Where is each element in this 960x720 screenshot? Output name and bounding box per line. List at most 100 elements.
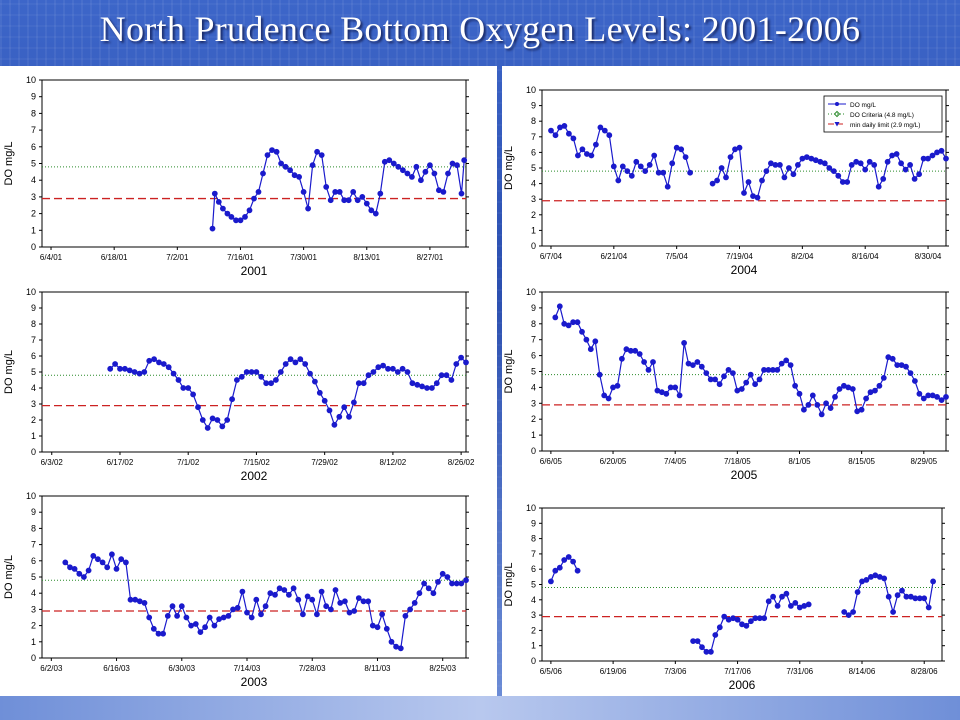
do-data-point [759,177,765,184]
x-tick-label: 8/11/03 [364,664,391,673]
do-data-point [645,367,652,373]
y-tick-label: 2 [531,210,536,220]
do-data-point [461,157,468,164]
do-data-point [943,394,949,400]
do-data-point [823,400,830,407]
do-data-point [156,359,162,366]
y-tick-label: 6 [531,351,536,361]
do-data-point [929,152,936,159]
legend-label: DO Criteria (4.8 mg/L) [850,112,914,119]
x-tick-label: 8/27/01 [417,253,444,262]
x-tick-label: 8/2/04 [791,252,814,261]
x-tick-label: 7/15/02 [243,458,270,467]
do-data-point [132,596,139,603]
y-tick-label: 0 [531,241,536,251]
do-data-point [636,351,643,357]
do-data-point [911,176,918,182]
do-data-point [136,598,143,605]
do-data-point [821,160,828,167]
do-data-point [141,369,148,375]
do-data-point [229,396,236,403]
do-data-point [170,370,177,377]
y-tick-label: 2 [31,209,36,219]
do-data-point [552,132,559,139]
x-tick-label: 7/19/04 [726,252,753,261]
do-data-point [818,411,825,418]
do-data-point [628,172,635,179]
y-tick-label: 5 [531,580,536,590]
do-data-point [385,365,391,372]
y-tick-label: 3 [31,399,36,409]
do-data-point [273,148,280,155]
do-data-point [925,604,932,611]
y-tick-label: 10 [26,287,36,297]
do-data-point [370,369,377,375]
do-data-point [307,370,313,377]
do-data-point [341,404,348,411]
do-data-point [300,611,306,618]
do-data-point [377,190,384,197]
y-tick-label: 7 [531,132,536,142]
chart-2004: 0 1 2 3 4 5 6 7 8 9 10 6/7/04 6/21/04 7/5/04 7/19/04 8/… [503,85,949,277]
do-data-point [438,372,445,379]
do-data-point [81,574,87,580]
do-data-point [597,124,604,131]
do-data-point [427,162,433,169]
do-data-point [160,630,167,637]
do-data-point [714,177,721,184]
do-data-point [619,163,626,170]
do-data-point [388,638,395,645]
do-data-point [548,127,554,134]
y-tick-label: 6 [531,564,536,574]
do-data-point [743,379,750,386]
do-data-point [395,163,402,170]
do-data-point [747,371,754,378]
do-data-point [246,207,253,214]
do-data-point [253,596,260,603]
do-data-point [858,406,865,413]
do-data-point [123,559,129,566]
do-data-point [454,162,460,169]
do-data-point [199,417,206,423]
do-data-point [770,593,777,600]
x-tick-label: 7/14/03 [234,664,261,673]
do-data-point [419,383,426,390]
do-data-point [587,346,594,353]
do-data-point [827,405,834,412]
do-data-point [107,365,114,372]
do-data-point [422,168,429,175]
do-data-point [309,596,316,603]
do-data-point [458,354,465,361]
do-data-point [786,165,792,171]
x-tick-label: 8/26/02 [448,458,475,467]
do-data-point [754,194,761,201]
do-data-point [411,600,418,606]
do-data-point [244,609,250,616]
do-data-point [321,397,328,404]
do-data-point [258,611,264,618]
do-data-point [360,598,367,605]
do-data-point [565,554,572,560]
do-series-line [550,125,691,187]
do-data-point [651,152,658,159]
do-data-point [723,174,729,181]
do-data-point [421,580,428,587]
do-data-point [409,380,416,387]
bottom-band [0,696,960,720]
do-data-point [938,397,945,404]
y-tick-label: 1 [531,641,536,651]
do-data-point [826,165,833,171]
y-tick-label: 0 [31,447,36,457]
x-tick-label: 7/28/03 [299,664,326,673]
do-data-point [448,377,455,383]
do-series-line [712,146,947,199]
do-data-point [841,609,848,615]
do-data-point [67,564,73,571]
do-data-point [372,210,379,217]
chart-2005: 0 1 2 3 4 5 6 7 8 9 10 6/6/05 6/20/05 7/4/05 7/18/05 8/… [503,287,949,482]
do-data-point [413,163,420,170]
do-data-point [287,167,294,174]
do-data-point [716,381,723,388]
chart-year-label: 2001 [241,264,268,278]
do-data-point [921,595,928,602]
